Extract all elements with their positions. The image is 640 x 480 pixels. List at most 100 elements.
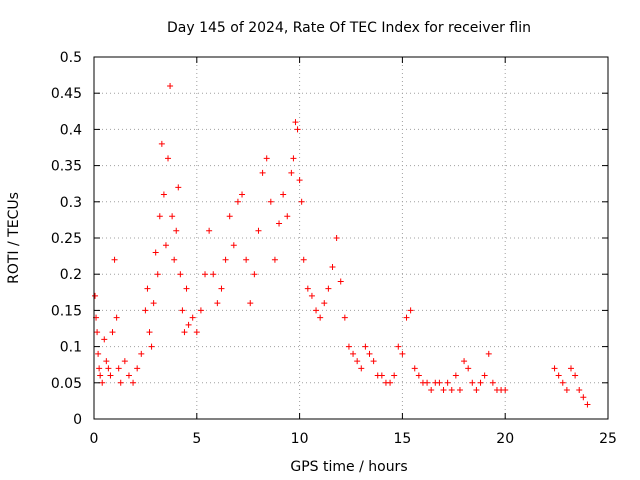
data-point bbox=[294, 126, 301, 133]
data-point bbox=[259, 169, 266, 176]
data-point bbox=[572, 372, 579, 379]
y-tick-label: 0.05 bbox=[51, 376, 82, 392]
data-point bbox=[292, 119, 299, 126]
data-point bbox=[436, 379, 443, 386]
data-point bbox=[210, 271, 217, 278]
data-point bbox=[169, 213, 176, 220]
x-tick-label: 25 bbox=[599, 431, 617, 447]
data-point bbox=[325, 285, 332, 292]
data-point bbox=[150, 300, 157, 307]
data-point bbox=[444, 379, 451, 386]
data-point bbox=[350, 350, 357, 357]
data-point bbox=[440, 387, 447, 394]
y-tick-label: 0.15 bbox=[51, 303, 82, 319]
data-point bbox=[251, 271, 258, 278]
data-point bbox=[366, 350, 373, 357]
data-point bbox=[117, 379, 124, 386]
data-point bbox=[142, 307, 149, 314]
data-point bbox=[456, 387, 463, 394]
data-point bbox=[154, 271, 161, 278]
data-point bbox=[284, 213, 291, 220]
data-point bbox=[391, 372, 398, 379]
data-point bbox=[189, 314, 196, 321]
data-point bbox=[239, 191, 246, 198]
data-point bbox=[193, 329, 200, 336]
data-point bbox=[111, 256, 118, 263]
data-point bbox=[341, 314, 348, 321]
data-point bbox=[160, 191, 167, 198]
data-point bbox=[230, 242, 237, 249]
data-point bbox=[276, 220, 283, 227]
data-point bbox=[580, 394, 587, 401]
data-point bbox=[243, 256, 250, 263]
data-point bbox=[370, 358, 377, 365]
data-point bbox=[321, 300, 328, 307]
data-point bbox=[424, 379, 431, 386]
data-point bbox=[271, 256, 278, 263]
data-point bbox=[121, 358, 128, 365]
y-tick-label: 0.2 bbox=[60, 267, 82, 283]
x-tick-label: 10 bbox=[291, 431, 309, 447]
data-point bbox=[218, 285, 225, 292]
data-point bbox=[469, 379, 476, 386]
data-point bbox=[156, 213, 163, 220]
data-point bbox=[296, 177, 303, 184]
y-axis-label: ROTI / TECUs bbox=[6, 192, 22, 284]
data-point bbox=[107, 372, 114, 379]
data-points bbox=[92, 82, 591, 408]
data-point bbox=[181, 329, 188, 336]
y-tick-labels: 0 0.05 0.1 0.15 0.2 0.25 0.3 0.35 0.4 0.45 0.5 bbox=[51, 50, 82, 428]
data-point bbox=[171, 256, 178, 263]
data-point bbox=[428, 387, 435, 394]
data-point bbox=[202, 271, 209, 278]
x-tick-label: 20 bbox=[496, 431, 514, 447]
data-point bbox=[267, 198, 274, 205]
data-point bbox=[255, 227, 262, 234]
data-point bbox=[576, 387, 583, 394]
data-point bbox=[95, 350, 102, 357]
data-point bbox=[263, 155, 270, 162]
data-point bbox=[206, 227, 213, 234]
data-point bbox=[317, 314, 324, 321]
data-point bbox=[97, 372, 104, 379]
data-point bbox=[185, 321, 192, 328]
data-point bbox=[465, 365, 472, 372]
y-tick-label: 0.45 bbox=[51, 86, 82, 102]
data-point bbox=[134, 365, 141, 372]
data-point bbox=[162, 242, 169, 249]
data-point bbox=[567, 365, 574, 372]
x-tick-label: 5 bbox=[192, 431, 201, 447]
data-point bbox=[411, 365, 418, 372]
data-point bbox=[399, 350, 406, 357]
data-point bbox=[105, 365, 112, 372]
data-point bbox=[226, 213, 233, 220]
data-point bbox=[146, 329, 153, 336]
data-point bbox=[584, 401, 591, 408]
data-point bbox=[304, 285, 311, 292]
data-point bbox=[175, 184, 182, 191]
data-point bbox=[354, 358, 361, 365]
data-point bbox=[290, 155, 297, 162]
data-point bbox=[158, 140, 165, 147]
data-point bbox=[473, 387, 480, 394]
data-point bbox=[395, 343, 402, 350]
data-point bbox=[313, 307, 320, 314]
data-point bbox=[280, 191, 287, 198]
data-point bbox=[329, 263, 336, 270]
grid-lines bbox=[94, 57, 608, 419]
data-point bbox=[247, 300, 254, 307]
y-tick-label: 0.5 bbox=[60, 50, 82, 66]
data-point bbox=[177, 271, 184, 278]
data-point bbox=[358, 365, 365, 372]
data-point bbox=[489, 379, 496, 386]
x-axis-label: GPS time / hours bbox=[290, 459, 407, 475]
y-tick-label: 0.35 bbox=[51, 159, 82, 175]
data-point bbox=[387, 379, 394, 386]
data-point bbox=[165, 155, 172, 162]
data-point bbox=[94, 329, 101, 336]
data-point bbox=[333, 235, 340, 241]
data-point bbox=[125, 372, 132, 379]
data-point bbox=[138, 350, 145, 357]
data-point bbox=[109, 329, 116, 336]
data-point bbox=[179, 307, 186, 314]
